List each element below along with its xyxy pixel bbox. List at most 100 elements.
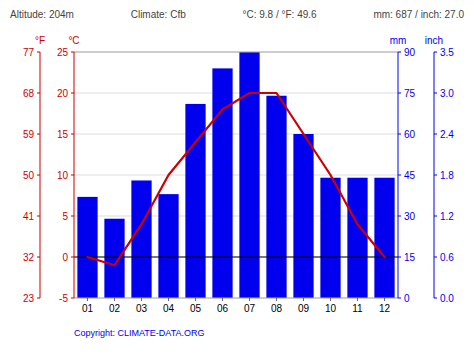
x-tick [330,298,331,301]
bar [293,134,313,298]
f-axis-label: 50 [23,170,35,181]
f-axis-label: 77 [23,47,35,58]
x-tick [114,298,115,301]
inch-axis-tick [434,175,437,176]
x-tick [276,298,277,301]
temperature-line [88,93,385,265]
bar [131,180,151,298]
c-axis-label: 25 [57,47,69,58]
f-axis-tick [37,175,40,176]
header-text: Altitude: 204m [10,9,74,20]
x-label: 09 [298,303,310,314]
x-label: 05 [190,303,202,314]
mm-axis-tick [398,93,401,94]
inch-axis-tick [434,52,437,53]
f-axis-label: 68 [23,88,35,99]
c-axis-label: -5 [59,293,68,304]
grid-line [74,175,398,176]
f-axis-tick [37,257,40,258]
inch-axis-label: 2.4 [440,129,454,140]
mm-axis-label: 0 [404,293,410,304]
header-text: mm: 687 / inch: 27.0 [373,9,464,20]
grid-line [74,134,398,135]
inch-axis-label: 0.6 [440,252,454,263]
mm-axis-tick [398,134,401,135]
x-label: 04 [163,303,175,314]
zero-line [74,257,398,258]
inch-axis-label: 3.5 [440,47,454,58]
chart: 23324150596877°F-50510152025°C0153045607… [0,0,474,355]
c-axis-title: °C [68,35,79,46]
mm-axis-tick [398,52,401,53]
grid-line [74,298,398,299]
f-axis-tick [37,298,40,299]
inch-axis-tick [434,298,437,299]
c-axis-label: 5 [62,211,68,222]
f-axis-label: 59 [23,129,35,140]
bar [374,178,394,298]
bar [212,68,232,298]
f-axis-tick [37,52,40,53]
mm-axis-tick [398,216,401,217]
inch-axis-title: inch [425,35,443,46]
plot-area [74,52,398,298]
c-axis-tick [71,298,74,299]
mm-axis-label: 60 [404,129,416,140]
frame-top [74,52,398,53]
inch-axis-label: 0.0 [440,293,454,304]
bar [158,194,178,298]
inch-axis-tick [434,257,437,258]
x-label: 01 [82,303,94,314]
x-tick [141,298,142,301]
frame-bottom [74,298,398,299]
inch-axis-label: 1.2 [440,211,454,222]
c-axis-tick [71,52,74,53]
x-label: 12 [379,303,391,314]
c-axis-tick [71,93,74,94]
x-tick [384,298,385,301]
c-axis-label: 20 [57,88,69,99]
inch-axis-label: 1.8 [440,170,454,181]
grid-line [74,257,398,258]
x-tick [303,298,304,301]
grid-line [74,93,398,94]
f-axis-label: 41 [23,211,35,222]
f-axis-label: 32 [23,252,35,263]
x-label: 11 [352,303,363,314]
mm-axis-label: 15 [404,252,416,263]
mm-axis-tick [398,298,401,299]
c-axis-tick [71,134,74,135]
x-label: 10 [325,303,337,314]
c-axis-label: 15 [57,129,69,140]
bar [77,197,97,298]
mm-axis-tick [398,175,401,176]
x-label: 08 [271,303,283,314]
inch-axis-tick [434,134,437,135]
header-text: °C: 9.8 / °F: 49.6 [242,9,317,20]
bar [320,178,340,298]
mm-axis-label: 30 [404,211,416,222]
x-label: 06 [217,303,229,314]
mm-axis-tick [398,257,401,258]
bar [266,96,286,298]
c-axis-tick [71,257,74,258]
x-tick [195,298,196,301]
caption: Copyright: CLIMATE-DATA.ORG [74,328,205,338]
x-label: 02 [109,303,121,314]
f-axis-tick [37,216,40,217]
inch-axis-tick [434,216,437,217]
f-axis-label: 23 [23,293,35,304]
x-label: 03 [136,303,148,314]
x-tick [168,298,169,301]
mm-axis-label: 90 [404,47,416,58]
grid-line [74,52,398,53]
x-tick [357,298,358,301]
inch-axis-tick [434,93,437,94]
bar [104,219,124,298]
f-axis-title: °F [35,35,45,46]
mm-axis-label: 75 [404,88,416,99]
x-label: 07 [244,303,256,314]
f-axis-tick [37,93,40,94]
inch-axis-label: 3.0 [440,88,454,99]
x-tick [249,298,250,301]
